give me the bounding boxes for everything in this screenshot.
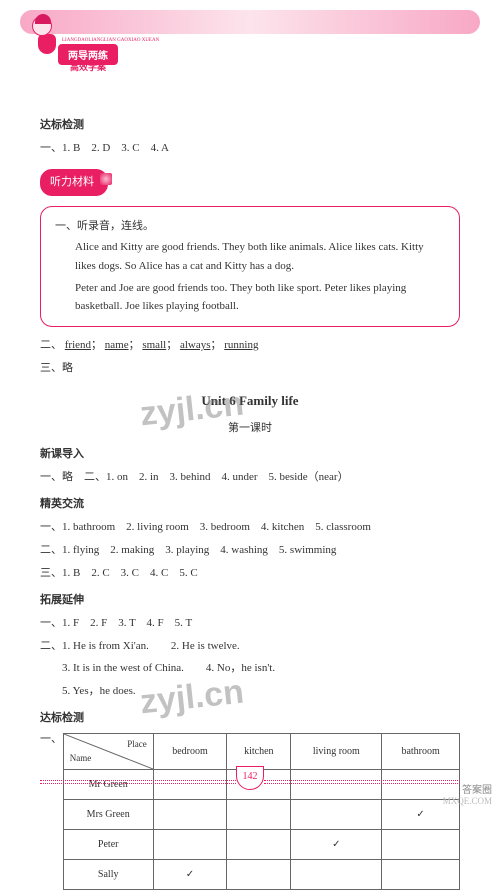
section-extend: 拓展延伸	[40, 590, 460, 611]
table-row: Peter ✓	[63, 830, 459, 860]
corner-brand: 答案圈	[443, 781, 492, 796]
underlined-word: running	[224, 339, 258, 351]
table-cell: ✓	[291, 830, 382, 860]
table-row: Sally ✓	[63, 860, 459, 890]
answer-line: 一、1. bathroom 2. living room 3. bedroom …	[40, 517, 460, 538]
table-cell	[153, 830, 227, 860]
answer-line: 一、1. F 2. F 3. T 4. F 5. T	[40, 613, 460, 634]
table-name-cell: Mrs Green	[63, 800, 153, 830]
table-cell	[153, 800, 227, 830]
underlined-word: name	[105, 339, 129, 351]
place-table: Place Name bedroom kitchen living room b…	[63, 733, 460, 890]
page-content: 达标检测 一、1. B 2. D 3. C 4. A 听力材料 一、听录音，连线…	[0, 34, 500, 890]
diag-label-name: Name	[70, 750, 92, 767]
underlined-word: friend	[65, 339, 91, 351]
lesson-title: 第一课时	[40, 418, 460, 439]
answer-line: 5. Yes，he does.	[40, 681, 460, 702]
page-footer: 142	[40, 778, 460, 786]
answer-line: 三、略	[40, 358, 460, 379]
diag-label-place: Place	[127, 736, 147, 753]
audio-paragraph: Alice and Kitty are good friends. They b…	[55, 238, 445, 275]
table-cell	[227, 830, 291, 860]
table-name-cell: Peter	[63, 830, 153, 860]
table-row: Mrs Green ✓	[63, 800, 459, 830]
answer-line: 3. It is in the west of China. 4. No，he …	[40, 658, 460, 679]
table-cell	[382, 830, 460, 860]
table-col-header: living room	[291, 734, 382, 770]
line-prefix: 二、	[40, 339, 62, 351]
corner-watermark: 答案圈 MXQE.COM	[443, 781, 492, 806]
section-dabiao-2: 达标检测	[40, 708, 460, 729]
footer-line-left	[40, 780, 236, 784]
unit-title: Unit 6 Family life	[40, 389, 460, 414]
section-dabiao-1: 达标检测	[40, 115, 460, 136]
table-cell	[291, 800, 382, 830]
answer-line: 二、1. flying 2. making 3. playing 4. wash…	[40, 540, 460, 561]
table-diagonal-header: Place Name	[63, 734, 153, 770]
section-exchange: 精英交流	[40, 494, 460, 515]
footer-line-right	[264, 780, 460, 784]
audio-intro: 一、听录音，连线。	[55, 217, 445, 236]
section-new: 新课导入	[40, 444, 460, 465]
answer-line: 二、1. He is from Xi'an. 2. He is twelve.	[40, 636, 460, 657]
table-prefix: 一、	[40, 729, 63, 750]
answer-line: 一、略 二、1. on 2. in 3. behind 4. under 5. …	[40, 467, 460, 488]
table-col-header: bedroom	[153, 734, 227, 770]
table-cell	[382, 860, 460, 890]
table-cell	[227, 860, 291, 890]
table-header-row: Place Name bedroom kitchen living room b…	[63, 734, 459, 770]
header-subtitle: 高效学案	[70, 60, 106, 73]
answer-line: 三、1. B 2. C 3. C 4. C 5. C	[40, 563, 460, 584]
corner-url: MXQE.COM	[443, 796, 492, 806]
header-pinyin: LIANGDAOLIANGLIAN GAOXIAO XUEAN	[62, 38, 159, 43]
table-col-header: kitchen	[227, 734, 291, 770]
underlined-word: small	[142, 339, 166, 351]
audio-material-pill: 听力材料	[40, 169, 108, 196]
table-cell	[291, 860, 382, 890]
underlined-word: always	[180, 339, 211, 351]
answer-line: 二、 friend； name； small； always； running	[40, 335, 460, 356]
top-decor-bar	[20, 10, 480, 34]
audio-paragraph: Peter and Joe are good friends too. They…	[55, 279, 445, 316]
audio-material-box: 一、听录音，连线。 Alice and Kitty are good frien…	[40, 206, 460, 327]
table-name-cell: Sally	[63, 860, 153, 890]
answer-line: 一、1. B 2. D 3. C 4. A	[40, 138, 460, 159]
table-cell: ✓	[153, 860, 227, 890]
table-col-header: bathroom	[382, 734, 460, 770]
table-cell	[227, 800, 291, 830]
